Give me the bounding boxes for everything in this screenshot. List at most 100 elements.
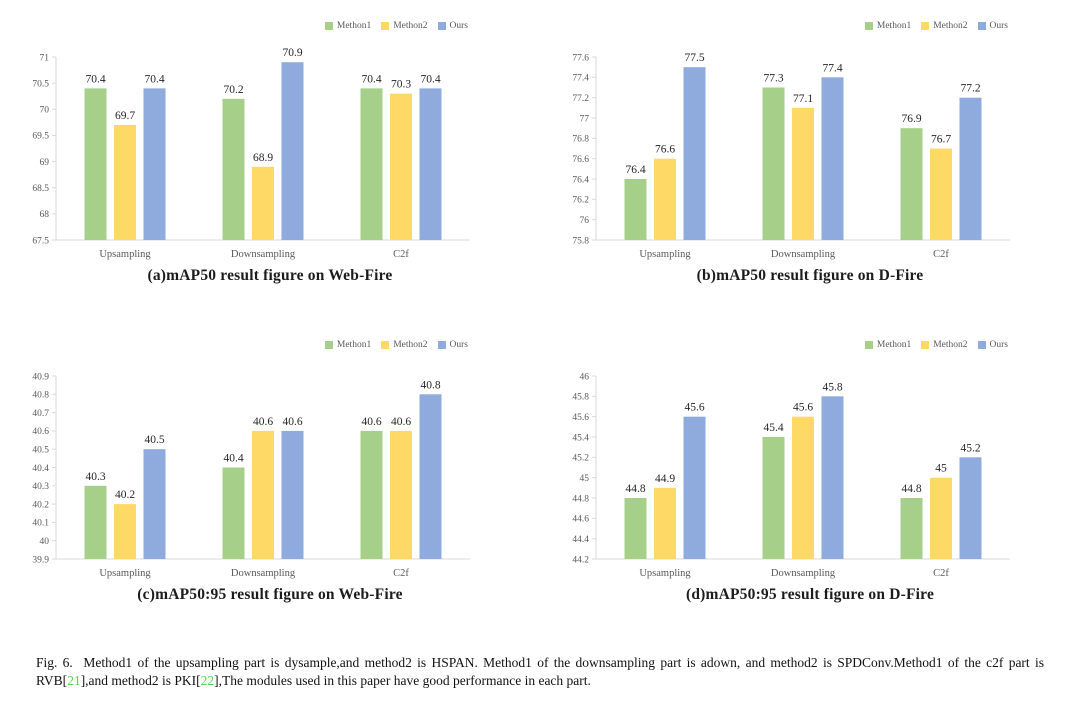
citation-ref[interactable]: 21 — [67, 673, 81, 689]
y-tick-label: 40.4 — [32, 464, 49, 474]
bar-methon2 — [930, 477, 952, 559]
bar-value-label: 44.8 — [901, 483, 921, 495]
legend-swatch-icon — [977, 341, 986, 349]
bar-ours — [281, 430, 304, 559]
y-tick-label: 76.8 — [572, 135, 589, 145]
chart-legend: Methon1 Methon2 Ours — [324, 21, 468, 31]
bar-ours — [419, 394, 442, 559]
bar-value-label: 45.8 — [822, 381, 842, 393]
y-tick-label: 70.5 — [32, 79, 49, 89]
chart-title-a: (a)mAP50 result figure on Web-Fire — [147, 267, 393, 284]
bar-value-label: 70.2 — [223, 84, 243, 96]
category-label: Upsampling — [99, 568, 151, 579]
chart-panel-d: Methon1 Methon2 Ours 44.2 44.4 44.6 44.8 45 45.… — [540, 327, 1080, 604]
y-tick-label: 67.5 — [32, 236, 49, 246]
bar-methon2 — [114, 504, 136, 559]
bar-ours — [821, 396, 844, 559]
legend-item-ours: Ours — [437, 340, 468, 350]
bar-value-label: 77.2 — [960, 83, 980, 95]
bar-value-label: 70.4 — [361, 73, 381, 85]
legend-swatch-icon — [437, 341, 446, 349]
legend-label: Methon2 — [933, 340, 968, 350]
bar-methon1 — [624, 179, 647, 240]
bar-methon2 — [252, 430, 274, 559]
bar-value-label: 77.1 — [793, 93, 813, 105]
bar-value-label: 45 — [935, 463, 947, 475]
bar-methon2 — [654, 487, 676, 559]
chart-title-d: (d)mAP50:95 result figure on D-Fire — [685, 586, 935, 603]
chart-legend: Methon1 Methon2 Ours — [324, 340, 468, 350]
figure-caption: Fig. 6. Method1 of the upsampling part i… — [36, 654, 1044, 691]
bar-methon1 — [624, 498, 647, 559]
legend-swatch-icon — [921, 22, 930, 30]
legend-label: Methon2 — [393, 340, 428, 350]
y-tick-label: 69 — [40, 158, 50, 168]
figure-grid: Methon1 Methon2 Ours 67.5 68 68.5 69 69.5 70 70.… — [0, 8, 1080, 604]
y-tick-label: 75.8 — [572, 236, 589, 246]
bar-methon2 — [114, 124, 136, 240]
bar-value-label: 44.9 — [655, 473, 675, 485]
y-tick-label: 40.9 — [32, 372, 49, 382]
legend-item-methon2: Methon2 — [921, 340, 968, 350]
y-tick-label: 68.5 — [32, 184, 49, 194]
bar-ours — [959, 457, 982, 559]
bar-methon2 — [654, 158, 676, 240]
bar-methon2 — [930, 148, 952, 240]
chart-legend: Methon1 Methon2 Ours — [864, 21, 1008, 31]
bar-value-label: 68.9 — [253, 152, 273, 164]
caption-text: ],and method2 is PKI[ — [80, 673, 201, 689]
y-tick-label: 40.5 — [32, 446, 49, 456]
bar-methon2 — [390, 430, 412, 559]
y-tick-label: 71 — [40, 53, 50, 63]
bar-value-label: 45.2 — [960, 442, 980, 454]
chart-legend: Methon1 Methon2 Ours — [864, 340, 1008, 350]
bar-value-label: 40.6 — [282, 416, 302, 428]
legend-label: Methon1 — [876, 21, 912, 31]
bar-value-label: 40.2 — [115, 489, 135, 501]
legend-item-ours: Ours — [977, 21, 1008, 31]
legend-item-methon1: Methon1 — [324, 21, 371, 31]
category-label: Upsampling — [639, 249, 691, 260]
bar-ours — [143, 449, 166, 559]
legend-label: Methon1 — [336, 340, 372, 350]
bar-chart-map5095-webfire: 39.9 40 40.1 40.2 40.3 40.4 40.5 40.6 40.7 40.8 40… — [32, 372, 470, 579]
bar-ours — [683, 67, 706, 240]
bar-value-label: 69.7 — [115, 110, 135, 122]
y-tick-label: 76 — [580, 216, 590, 226]
y-tick-label: 76.4 — [572, 175, 589, 185]
caption-text: Fig. 6. Method1 of the upsampling part i… — [36, 655, 1048, 689]
legend-label: Ours — [989, 21, 1008, 31]
bar-methon1 — [762, 87, 785, 240]
bar-value-label: 70.4 — [144, 73, 164, 85]
bar-value-label: 76.9 — [901, 113, 921, 125]
bar-ours — [821, 77, 844, 240]
chart-panel-b: Methon1 Methon2 Ours 75.8 76 76.2 76.4 76.6 76.… — [540, 8, 1080, 285]
citation-ref[interactable]: 22 — [200, 673, 215, 689]
bar-value-label: 45.4 — [763, 422, 783, 434]
bar-methon2 — [390, 93, 412, 240]
legend-item-methon2: Methon2 — [921, 21, 968, 31]
bar-methon1 — [900, 128, 923, 240]
y-tick-label: 40.3 — [32, 482, 49, 492]
bar-chart-map50-dfire: 75.8 76 76.2 76.4 76.6 76.8 77 77.2 77.4 77.6 Upsa… — [572, 52, 1010, 260]
category-label: Downsampling — [771, 249, 836, 260]
bar-value-label: 70.4 — [85, 73, 105, 85]
bar-methon1 — [360, 88, 383, 240]
y-tick-label: 44.6 — [572, 515, 589, 525]
y-tick-label: 69.5 — [32, 132, 49, 142]
y-tick-label: 40 — [40, 537, 50, 547]
legend-label: Methon2 — [393, 21, 428, 31]
bar-methon2 — [252, 166, 274, 240]
bar-value-label: 76.6 — [655, 144, 675, 156]
bar-chart-map50-webfire: 67.5 68 68.5 69 69.5 70 70.5 71 Upsampling 70.4 69… — [32, 47, 470, 260]
y-tick-label: 76.2 — [572, 196, 589, 206]
chart-panel-a: Methon1 Methon2 Ours 67.5 68 68.5 69 69.5 70 70.… — [0, 8, 540, 285]
legend-item-methon1: Methon1 — [864, 340, 911, 350]
y-tick-label: 45.4 — [572, 433, 589, 443]
y-tick-label: 46 — [580, 372, 590, 382]
bar-value-label: 40.4 — [223, 453, 243, 465]
y-tick-label: 45.6 — [572, 413, 589, 423]
category-label: Upsampling — [639, 568, 691, 579]
y-tick-label: 77.6 — [572, 53, 589, 63]
legend-item-methon2: Methon2 — [381, 340, 428, 350]
